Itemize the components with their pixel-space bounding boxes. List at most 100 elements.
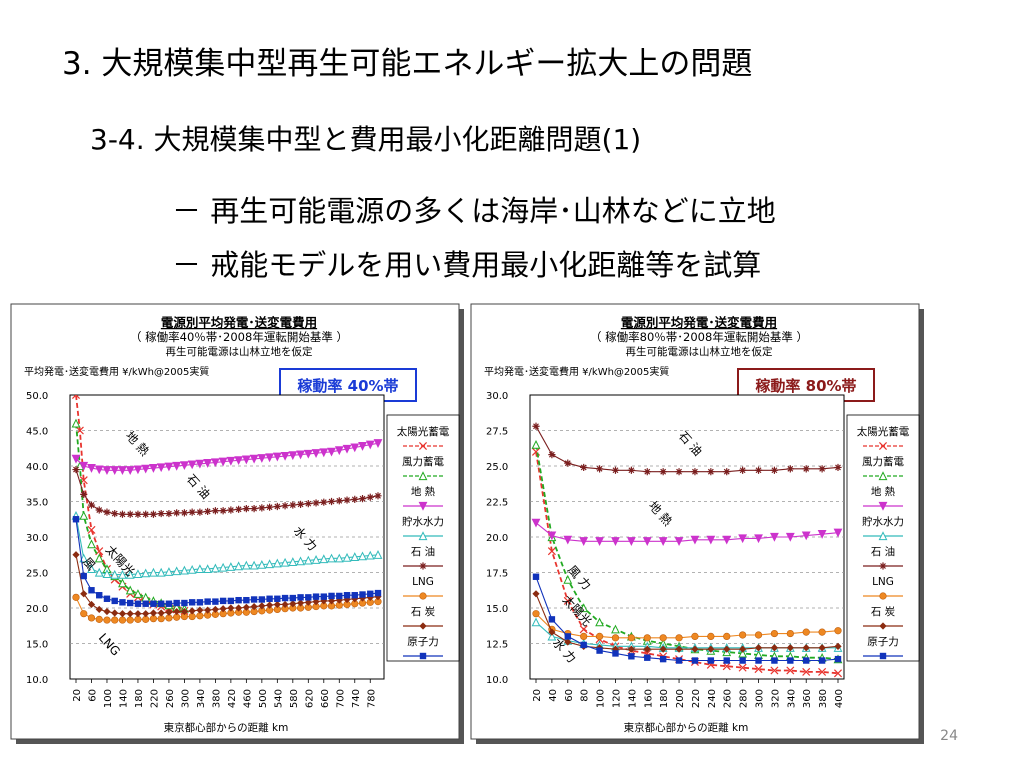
- data-point: [195, 459, 205, 469]
- data-point: [328, 592, 335, 600]
- series-line-coal: [75, 554, 379, 615]
- data-point: [265, 503, 274, 511]
- data-point: [210, 563, 220, 573]
- legend-marker: [419, 622, 427, 630]
- data-point: [149, 609, 158, 617]
- y-tick-label: 10.0: [486, 675, 508, 686]
- data-point: [150, 600, 157, 607]
- legend-marker: [419, 562, 427, 570]
- data-point: [707, 632, 715, 641]
- series-line-geothermal: [75, 442, 379, 471]
- data-point: [366, 493, 374, 501]
- data-point: [165, 600, 173, 607]
- data-point: [675, 468, 683, 476]
- data-point: [95, 605, 103, 614]
- data-point: [87, 614, 96, 622]
- x-tick-label: 180: [659, 689, 670, 708]
- data-point: [675, 645, 683, 653]
- data-point: [249, 454, 259, 464]
- data-point: [319, 554, 329, 564]
- data-point: [723, 645, 731, 653]
- data-point: [343, 496, 351, 504]
- chart-panel-80: 電源別平均発電･送変電費用（ 稼働率80％帯･2008年運転開始基準 ）再生可能…: [470, 303, 926, 746]
- data-point: [203, 459, 213, 468]
- data-point: [196, 606, 204, 614]
- data-point: [532, 573, 540, 580]
- data-point: [265, 559, 274, 569]
- data-point: [80, 490, 88, 498]
- data-point: [103, 607, 111, 616]
- data-point: [802, 667, 811, 676]
- x-tick-label: 420: [227, 689, 238, 708]
- data-point: [126, 510, 134, 518]
- x-tick-label: 780: [366, 689, 377, 708]
- data-point: [281, 600, 289, 609]
- data-point: [218, 562, 228, 572]
- data-point: [580, 632, 588, 641]
- data-point: [181, 599, 188, 607]
- data-point: [164, 567, 174, 576]
- data-point: [218, 457, 228, 467]
- data-point: [118, 466, 127, 475]
- data-point: [801, 531, 811, 541]
- data-point: [531, 518, 541, 528]
- chart-title: 電源別平均発電･送変電費用: [161, 315, 317, 330]
- data-point: [563, 596, 572, 605]
- x-tick-label: 280: [739, 689, 750, 708]
- series-geothermal: [531, 518, 843, 546]
- x-tick-label: 160: [643, 689, 654, 708]
- x-tick-label: 120: [611, 689, 622, 708]
- data-point: [280, 451, 290, 461]
- data-point: [71, 454, 81, 464]
- y-tick-label: 17.5: [486, 569, 508, 580]
- data-point: [227, 604, 235, 612]
- data-point: [365, 550, 375, 560]
- y-tick-label: 40.0: [26, 462, 48, 473]
- x-tick-label: 80: [580, 689, 591, 702]
- data-point: [110, 466, 120, 475]
- legend-label: 石 油: [411, 545, 435, 558]
- data-point: [80, 610, 88, 618]
- x-axis-label: 東京都心部からの距離 km: [624, 721, 749, 734]
- data-point: [674, 537, 684, 546]
- data-point: [373, 439, 383, 448]
- legend-marker: [419, 592, 427, 600]
- data-point: [210, 458, 220, 468]
- data-point: [707, 657, 715, 664]
- x-tick-label: 360: [802, 689, 813, 708]
- data-point: [531, 439, 541, 449]
- data-point: [87, 600, 96, 609]
- data-point: [374, 589, 382, 597]
- data-point: [141, 568, 151, 578]
- data-point: [235, 505, 243, 513]
- y-axis-label: 平均発電･送変電費用 ¥/kWh@2005実質: [24, 365, 209, 378]
- y-tick-label: 35.0: [26, 498, 48, 509]
- data-point: [754, 665, 763, 674]
- series-hydro: [71, 510, 383, 579]
- x-tick-label: 60: [564, 689, 575, 702]
- badge-label: 稼動率 80%帯: [755, 377, 856, 395]
- data-point: [770, 532, 779, 542]
- data-point: [249, 560, 259, 570]
- data-point: [180, 565, 189, 575]
- data-point: [547, 547, 556, 556]
- data-point: [311, 555, 321, 564]
- legend-label: 地 熱: [871, 485, 896, 498]
- data-point: [111, 609, 119, 617]
- data-point: [211, 507, 219, 515]
- data-point: [165, 509, 173, 518]
- data-point: [351, 592, 358, 599]
- data-point: [125, 585, 135, 595]
- x-tick-label: 500: [258, 689, 269, 708]
- data-point: [342, 552, 352, 562]
- data-point: [818, 465, 826, 473]
- series-nuclear: [532, 573, 842, 664]
- data-point: [563, 574, 573, 584]
- data-point: [626, 537, 636, 546]
- y-tick-label: 20.0: [486, 533, 508, 544]
- data-point: [320, 597, 328, 605]
- series-oil: [532, 422, 842, 476]
- data-point: [579, 603, 589, 613]
- legend-label: 原子力: [407, 635, 439, 648]
- x-tick-label: 140: [627, 689, 638, 708]
